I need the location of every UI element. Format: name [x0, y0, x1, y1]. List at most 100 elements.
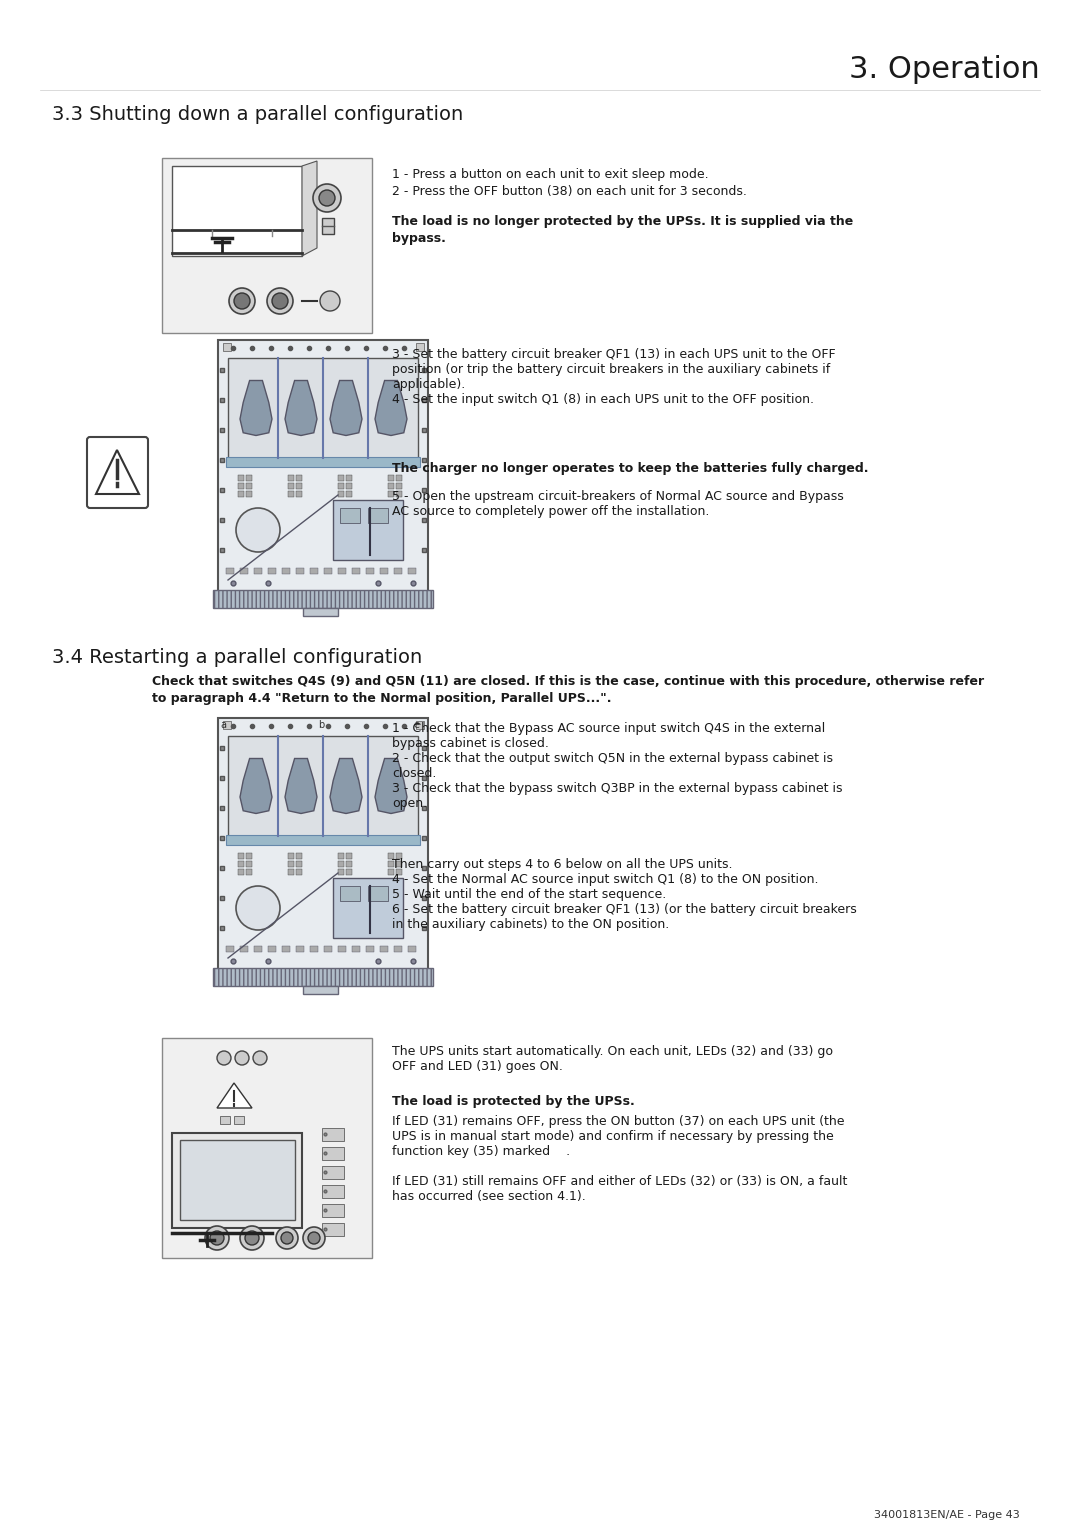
- Bar: [238, 475, 244, 481]
- Bar: [180, 1140, 295, 1219]
- Text: 1 - Press a button on each unit to exit sleep mode.: 1 - Press a button on each unit to exit …: [392, 168, 708, 180]
- Polygon shape: [302, 160, 318, 257]
- Bar: [238, 490, 244, 497]
- Text: b: b: [318, 720, 324, 730]
- Bar: [310, 568, 318, 575]
- Bar: [324, 946, 332, 952]
- Text: If LED (31) still remains OFF and either of LEDs (32) or (33) is ON, a fault
has: If LED (31) still remains OFF and either…: [392, 1175, 848, 1203]
- Bar: [296, 853, 302, 859]
- Circle shape: [319, 189, 335, 206]
- Bar: [288, 490, 294, 497]
- Bar: [396, 475, 402, 481]
- Bar: [303, 986, 338, 995]
- Text: The charger no longer operates to keep the batteries fully charged.: The charger no longer operates to keep t…: [392, 461, 868, 475]
- Bar: [338, 860, 345, 866]
- Bar: [296, 475, 302, 481]
- Bar: [288, 475, 294, 481]
- Bar: [246, 860, 252, 866]
- Bar: [340, 886, 360, 902]
- Text: 5 - Open the upstream circuit-breakers of Normal AC source and Bypass
AC source : 5 - Open the upstream circuit-breakers o…: [392, 490, 843, 518]
- Bar: [246, 475, 252, 481]
- Bar: [338, 568, 346, 575]
- Bar: [333, 500, 403, 559]
- Bar: [338, 946, 346, 952]
- Bar: [246, 490, 252, 497]
- Bar: [324, 568, 332, 575]
- Bar: [416, 721, 424, 729]
- Text: bypass.: bypass.: [392, 232, 446, 244]
- Circle shape: [205, 1225, 229, 1250]
- Circle shape: [235, 1051, 249, 1065]
- Bar: [282, 946, 291, 952]
- Bar: [338, 483, 345, 489]
- Polygon shape: [285, 380, 318, 435]
- Bar: [226, 568, 234, 575]
- Bar: [296, 946, 303, 952]
- Bar: [322, 1222, 345, 1236]
- Bar: [246, 483, 252, 489]
- Bar: [222, 342, 231, 351]
- Bar: [394, 568, 402, 575]
- Bar: [338, 853, 345, 859]
- Bar: [268, 946, 276, 952]
- Bar: [228, 736, 418, 836]
- Bar: [322, 1128, 345, 1141]
- Text: 3. Operation: 3. Operation: [849, 55, 1040, 84]
- Circle shape: [210, 1232, 224, 1245]
- Text: 3.4 Restarting a parallel configuration: 3.4 Restarting a parallel configuration: [52, 648, 422, 668]
- Bar: [388, 869, 394, 876]
- Polygon shape: [240, 758, 272, 813]
- Bar: [246, 869, 252, 876]
- Polygon shape: [330, 758, 362, 813]
- Text: 3 - Set the battery circuit breaker QF1 (13) in each UPS unit to the OFF
positio: 3 - Set the battery circuit breaker QF1 …: [392, 348, 836, 406]
- Bar: [322, 1148, 345, 1160]
- Bar: [240, 568, 248, 575]
- Text: The load is protected by the UPSs.: The load is protected by the UPSs.: [392, 1096, 635, 1108]
- Text: If LED (31) remains OFF, press the ON button (37) on each UPS unit (the
UPS is i: If LED (31) remains OFF, press the ON bu…: [392, 1115, 845, 1158]
- Bar: [218, 341, 428, 594]
- Bar: [416, 342, 424, 351]
- Circle shape: [237, 886, 280, 931]
- Bar: [172, 1132, 302, 1229]
- Bar: [238, 869, 244, 876]
- Bar: [288, 869, 294, 876]
- Bar: [352, 946, 360, 952]
- Polygon shape: [375, 380, 407, 435]
- Bar: [222, 721, 231, 729]
- Bar: [346, 860, 352, 866]
- Bar: [234, 1115, 244, 1125]
- Bar: [296, 483, 302, 489]
- Circle shape: [272, 293, 288, 309]
- Bar: [338, 869, 345, 876]
- Bar: [213, 590, 433, 608]
- Text: 34001813EN/AE - Page 43: 34001813EN/AE - Page 43: [874, 1510, 1020, 1520]
- Bar: [322, 219, 334, 234]
- Circle shape: [276, 1227, 298, 1248]
- Bar: [240, 946, 248, 952]
- Bar: [388, 490, 394, 497]
- Bar: [338, 490, 345, 497]
- Bar: [220, 1115, 230, 1125]
- Bar: [340, 507, 360, 523]
- Bar: [288, 853, 294, 859]
- Text: The load is no longer protected by the UPSs. It is supplied via the: The load is no longer protected by the U…: [392, 215, 853, 228]
- Circle shape: [217, 1051, 231, 1065]
- Bar: [394, 946, 402, 952]
- Text: The UPS units start automatically. On each unit, LEDs (32) and (33) go
OFF and L: The UPS units start automatically. On ea…: [392, 1045, 833, 1073]
- Text: 2 - Press the OFF button (38) on each unit for 3 seconds.: 2 - Press the OFF button (38) on each un…: [392, 185, 747, 199]
- Bar: [288, 483, 294, 489]
- Bar: [172, 167, 302, 257]
- Bar: [346, 490, 352, 497]
- Bar: [213, 969, 433, 986]
- Bar: [162, 157, 372, 333]
- Bar: [338, 475, 345, 481]
- Bar: [388, 860, 394, 866]
- Circle shape: [237, 507, 280, 552]
- Circle shape: [281, 1232, 293, 1244]
- Bar: [254, 946, 262, 952]
- Bar: [226, 834, 420, 845]
- Polygon shape: [375, 758, 407, 813]
- Bar: [322, 1204, 345, 1216]
- Bar: [346, 853, 352, 859]
- FancyBboxPatch shape: [87, 437, 148, 507]
